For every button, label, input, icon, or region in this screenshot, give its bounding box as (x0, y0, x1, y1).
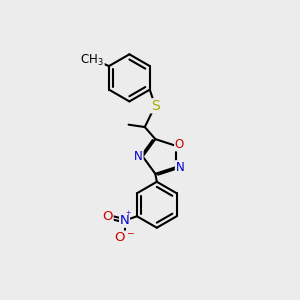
Text: N: N (134, 150, 143, 163)
Text: O: O (103, 210, 113, 223)
Text: $^+$: $^+$ (124, 210, 133, 220)
Text: O$^-$: O$^-$ (114, 231, 135, 244)
Text: CH$_3$: CH$_3$ (80, 52, 104, 68)
Text: S: S (151, 99, 160, 113)
Text: O: O (175, 138, 184, 151)
Text: N: N (120, 214, 129, 227)
Text: N: N (176, 161, 184, 174)
